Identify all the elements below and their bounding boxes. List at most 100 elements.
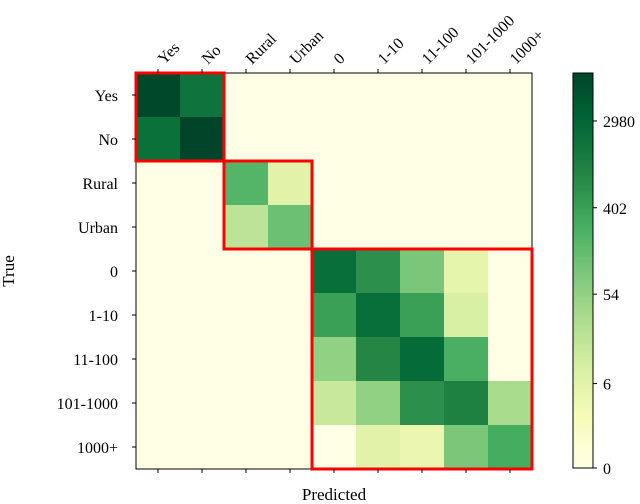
heatmap-cell bbox=[488, 205, 532, 249]
heatmap-cell bbox=[400, 337, 444, 381]
colorbar-tick-label: 2980 bbox=[603, 114, 635, 131]
heatmap-cell bbox=[180, 117, 224, 161]
heatmap-cell bbox=[180, 425, 224, 469]
heatmap-cell bbox=[356, 293, 400, 337]
heatmap-cell bbox=[312, 117, 356, 161]
heatmap-cell bbox=[180, 161, 224, 205]
heatmap-cell bbox=[312, 161, 356, 205]
heatmap-cell bbox=[224, 337, 268, 381]
heatmap-cell bbox=[136, 381, 180, 425]
y-axis-label: True bbox=[0, 255, 18, 287]
x-axis-label: Predicted bbox=[302, 485, 367, 504]
heatmap-cell bbox=[312, 337, 356, 381]
heatmap-cell bbox=[268, 337, 312, 381]
heatmap-cell bbox=[356, 161, 400, 205]
heatmap-cell bbox=[444, 381, 488, 425]
colorbar-tick-label: 6 bbox=[603, 377, 611, 394]
y-tick-label: 101-1000 bbox=[57, 396, 118, 413]
heatmap-cell bbox=[488, 161, 532, 205]
heatmap-cell bbox=[180, 381, 224, 425]
heatmap-cell bbox=[268, 381, 312, 425]
y-tick-label: Yes bbox=[95, 88, 118, 105]
heatmap-cell bbox=[400, 117, 444, 161]
heatmap-cell bbox=[268, 425, 312, 469]
x-tick-label: 1000+ bbox=[507, 27, 548, 68]
colorbar-tick-label: 0 bbox=[603, 461, 611, 478]
heatmap-cell bbox=[268, 205, 312, 249]
heatmap-cell bbox=[400, 293, 444, 337]
x-tick-label: No bbox=[199, 42, 225, 68]
heatmap-cell bbox=[180, 337, 224, 381]
y-tick-label: 0 bbox=[110, 264, 118, 281]
heatmap-cell bbox=[356, 249, 400, 293]
heatmap-cell bbox=[224, 293, 268, 337]
heatmap-cell bbox=[356, 381, 400, 425]
heatmap-cell bbox=[444, 425, 488, 469]
colorbar-ticks: 0 6 54 402 2980 bbox=[593, 114, 635, 478]
heatmap-cell bbox=[356, 337, 400, 381]
heatmap-cell bbox=[180, 205, 224, 249]
heatmap-cell bbox=[444, 161, 488, 205]
heatmap-cell bbox=[224, 381, 268, 425]
heatmap-cell bbox=[136, 249, 180, 293]
heatmap-cell bbox=[136, 337, 180, 381]
heatmap-cell bbox=[136, 205, 180, 249]
heatmap-cell bbox=[400, 425, 444, 469]
heatmap-cell bbox=[268, 293, 312, 337]
heatmap-cell bbox=[488, 117, 532, 161]
heatmap-cell bbox=[136, 161, 180, 205]
group-outline bbox=[222, 159, 314, 251]
y-tick-label: Urban bbox=[78, 220, 118, 237]
heatmap-cell bbox=[224, 249, 268, 293]
heatmap-cells bbox=[136, 73, 532, 469]
heatmap-cell bbox=[444, 337, 488, 381]
y-tick-label: 1000+ bbox=[77, 440, 118, 457]
group-outline bbox=[134, 71, 226, 163]
heatmap-cell bbox=[268, 73, 312, 117]
heatmap-cell bbox=[268, 117, 312, 161]
y-tick-label: 1-10 bbox=[89, 308, 118, 325]
y-tick-label: Rural bbox=[82, 176, 118, 193]
heatmap-cell bbox=[488, 73, 532, 117]
x-tick-label: Rural bbox=[243, 30, 281, 68]
heatmap-cell bbox=[312, 381, 356, 425]
y-tick-label: No bbox=[98, 132, 118, 149]
heatmap-cell bbox=[444, 205, 488, 249]
heatmap-cell bbox=[136, 117, 180, 161]
y-tick-labels: Yes No Rural Urban 0 1-10 11-100 101-1000 1000+ bbox=[57, 88, 136, 457]
heatmap-cell bbox=[136, 73, 180, 117]
heatmap-cell bbox=[224, 205, 268, 249]
heatmap-cell bbox=[356, 205, 400, 249]
heatmap-cell bbox=[180, 249, 224, 293]
x-tick-label: 1-10 bbox=[375, 35, 408, 68]
colorbar-tick-label: 54 bbox=[603, 287, 619, 304]
x-tick-label: 11-100 bbox=[419, 24, 463, 68]
heatmap-cell bbox=[180, 293, 224, 337]
heatmap-cell bbox=[356, 73, 400, 117]
heatmap-cell bbox=[356, 425, 400, 469]
heatmap-cell bbox=[400, 249, 444, 293]
heatmap-cell bbox=[444, 293, 488, 337]
x-tick-label: 0 bbox=[331, 50, 349, 68]
heatmap-cell bbox=[312, 425, 356, 469]
heatmap-cell bbox=[312, 293, 356, 337]
x-tick-label: Yes bbox=[155, 39, 183, 67]
heatmap-cell bbox=[224, 117, 268, 161]
x-tick-label: Urban bbox=[287, 28, 327, 68]
heatmap-cell bbox=[268, 249, 312, 293]
heatmap-cell bbox=[400, 205, 444, 249]
heatmap-cell bbox=[136, 425, 180, 469]
heatmap-cell bbox=[136, 293, 180, 337]
y-tick-label: 11-100 bbox=[73, 352, 118, 369]
heatmap-cell bbox=[312, 249, 356, 293]
colorbar-tick-label: 402 bbox=[603, 201, 627, 218]
heatmap-cell bbox=[488, 293, 532, 337]
heatmap-cell bbox=[224, 161, 268, 205]
heatmap-cell bbox=[488, 249, 532, 293]
heatmap-cell bbox=[444, 73, 488, 117]
colorbar bbox=[572, 72, 594, 469]
heatmap-cell bbox=[312, 205, 356, 249]
heatmap-cell bbox=[400, 161, 444, 205]
heatmap-cell bbox=[444, 249, 488, 293]
